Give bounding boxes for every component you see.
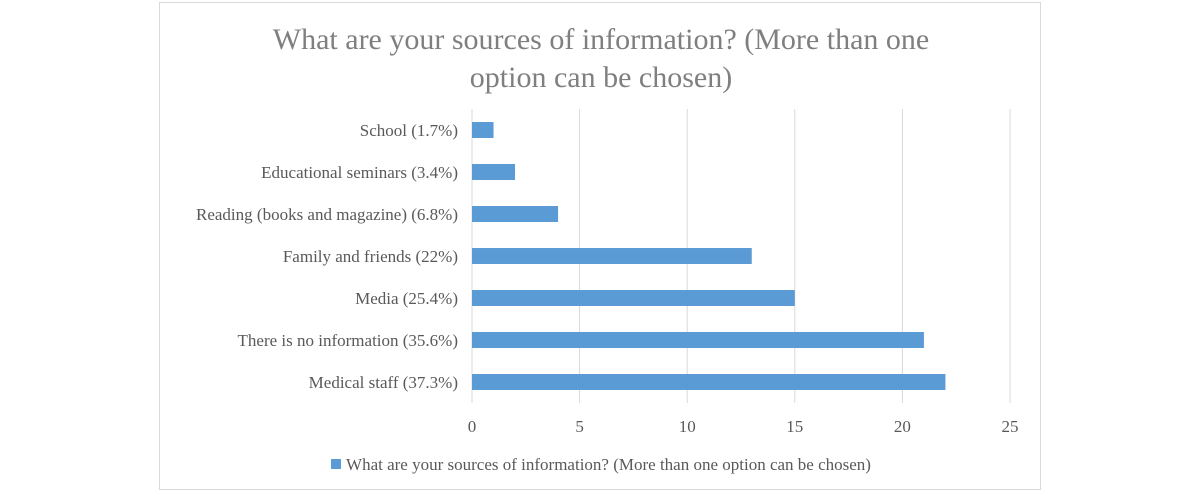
legend: What are your sources of information? (M… — [160, 455, 1042, 475]
category-label: There is no information (35.6%) — [238, 331, 458, 350]
bar — [472, 206, 559, 222]
bar — [472, 248, 752, 264]
x-tick-label: 10 — [679, 417, 696, 436]
x-tick-label: 5 — [575, 417, 584, 436]
x-tick-label: 0 — [468, 417, 477, 436]
category-label: Reading (books and magazine) (6.8%) — [196, 205, 458, 224]
chart-title-line-1: What are your sources of information? (M… — [272, 23, 930, 56]
category-label: Family and friends (22%) — [283, 247, 458, 266]
category-label: Media (25.4%) — [355, 289, 458, 308]
bar — [472, 122, 494, 138]
bar — [472, 164, 516, 180]
x-tick-label: 20 — [894, 417, 911, 436]
bar-chart-plot: School (1.7%) Educational seminars (3.4%)… — [196, 109, 1019, 436]
chart-title: What are your sources of information? (M… — [160, 21, 1042, 97]
bar — [472, 374, 946, 390]
category-label: School (1.7%) — [360, 121, 458, 140]
x-tick-label: 25 — [1002, 417, 1019, 436]
chart-title-line-2: option can be chosen) — [469, 61, 733, 94]
bars — [472, 122, 946, 390]
category-label: Medical staff (37.3%) — [309, 373, 458, 392]
x-axis-tick-labels: 0 5 10 15 20 25 — [468, 417, 1019, 436]
x-tick-label: 15 — [786, 417, 803, 436]
chart-frame: What are your sources of information? (M… — [159, 2, 1041, 490]
category-label: Educational seminars (3.4%) — [261, 163, 458, 182]
bar — [472, 290, 795, 306]
legend-swatch — [331, 459, 342, 469]
category-labels: School (1.7%) Educational seminars (3.4%)… — [196, 121, 458, 392]
legend-label: What are your sources of information? (M… — [346, 455, 871, 474]
bar — [472, 332, 924, 348]
